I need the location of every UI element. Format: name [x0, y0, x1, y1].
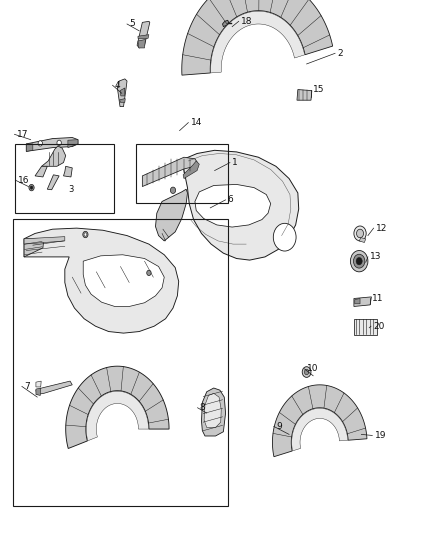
Polygon shape: [47, 175, 59, 190]
Polygon shape: [117, 79, 127, 107]
Polygon shape: [26, 138, 78, 151]
Text: 18: 18: [241, 17, 252, 26]
Text: 12: 12: [376, 224, 387, 232]
Polygon shape: [201, 388, 226, 436]
Polygon shape: [138, 39, 145, 48]
Polygon shape: [183, 161, 199, 179]
Circle shape: [38, 141, 42, 146]
Polygon shape: [297, 90, 312, 100]
Text: 8: 8: [200, 403, 205, 412]
Circle shape: [273, 223, 296, 251]
Text: 13: 13: [370, 253, 381, 261]
Bar: [15, 144, 114, 213]
Circle shape: [29, 184, 34, 191]
Polygon shape: [211, 11, 305, 73]
Bar: [136, 144, 228, 203]
Polygon shape: [359, 238, 366, 243]
Circle shape: [350, 251, 368, 272]
Polygon shape: [120, 99, 125, 102]
Polygon shape: [355, 298, 360, 304]
Text: 17: 17: [17, 130, 28, 139]
Text: 14: 14: [191, 118, 202, 127]
Polygon shape: [137, 21, 150, 48]
Text: 9: 9: [276, 422, 282, 431]
Polygon shape: [24, 228, 179, 333]
Polygon shape: [182, 150, 299, 260]
Text: 19: 19: [374, 431, 386, 440]
Polygon shape: [138, 35, 149, 38]
Polygon shape: [83, 255, 164, 306]
Circle shape: [83, 231, 88, 238]
Text: 7: 7: [24, 382, 30, 391]
Polygon shape: [68, 140, 78, 148]
Text: 10: 10: [307, 365, 318, 373]
Polygon shape: [272, 385, 367, 457]
Polygon shape: [24, 239, 44, 257]
Circle shape: [57, 140, 61, 146]
Polygon shape: [120, 88, 125, 96]
Polygon shape: [354, 297, 371, 306]
Circle shape: [354, 226, 366, 241]
Circle shape: [84, 233, 87, 236]
Polygon shape: [223, 20, 229, 27]
Polygon shape: [142, 157, 197, 187]
Polygon shape: [24, 237, 65, 244]
Bar: [354, 319, 377, 335]
Circle shape: [304, 369, 309, 375]
Bar: [13, 219, 228, 506]
Text: 6: 6: [228, 196, 233, 204]
Text: 20: 20: [373, 322, 385, 330]
Text: 16: 16: [18, 176, 29, 184]
Text: 3: 3: [68, 185, 73, 193]
Polygon shape: [26, 144, 33, 151]
Polygon shape: [36, 381, 72, 394]
Circle shape: [302, 367, 311, 377]
Text: 11: 11: [372, 294, 384, 303]
Text: 5: 5: [129, 20, 135, 28]
Circle shape: [357, 229, 364, 238]
Polygon shape: [66, 366, 169, 448]
Polygon shape: [155, 189, 187, 241]
Text: 2: 2: [337, 49, 343, 58]
Text: 1: 1: [232, 158, 238, 167]
Circle shape: [353, 254, 365, 268]
Text: 4: 4: [115, 81, 120, 90]
Polygon shape: [64, 166, 72, 177]
Polygon shape: [42, 146, 66, 166]
Circle shape: [147, 270, 151, 276]
Polygon shape: [292, 408, 348, 451]
Polygon shape: [35, 166, 47, 177]
Polygon shape: [86, 391, 148, 441]
Polygon shape: [36, 381, 41, 387]
Text: 15: 15: [313, 85, 325, 94]
Polygon shape: [182, 0, 333, 75]
Polygon shape: [204, 393, 221, 427]
Circle shape: [170, 187, 176, 193]
Circle shape: [30, 186, 33, 189]
Circle shape: [356, 257, 362, 265]
Polygon shape: [36, 388, 41, 395]
Polygon shape: [195, 184, 271, 227]
